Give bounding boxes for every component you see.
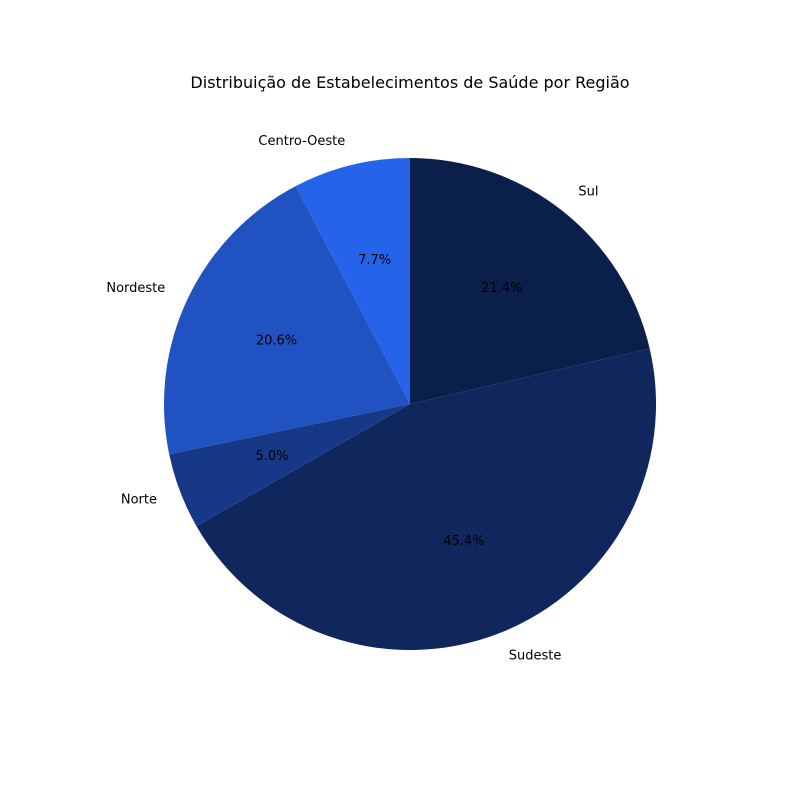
pie-slice-sul [410, 158, 650, 404]
slice-label: Sul [578, 185, 598, 200]
slice-percent-label: 21.4% [481, 281, 522, 296]
pie-slice-nordeste [164, 186, 410, 455]
pie-slice-centro-oeste [295, 158, 410, 404]
slice-percent-label: 45.4% [443, 534, 484, 549]
slice-percent-label: 5.0% [255, 449, 288, 464]
slice-percent-label: 7.7% [358, 253, 391, 268]
pie-slices [164, 158, 657, 651]
pie-labels: Sul 21.4% Sudeste 45.4% Norte 5.0% Nordeste 20.… [106, 134, 598, 664]
slice-percent-label: 20.6% [256, 334, 297, 349]
slice-label: Norte [121, 492, 157, 507]
slice-label: Nordeste [106, 281, 165, 296]
slice-label: Centro-Oeste [258, 134, 345, 149]
slice-label: Sudeste [509, 648, 562, 663]
chart-title: Distribuição de Estabelecimentos de Saúd… [190, 73, 629, 92]
pie-slice-norte [169, 404, 410, 527]
pie-slice-sudeste [196, 348, 657, 651]
